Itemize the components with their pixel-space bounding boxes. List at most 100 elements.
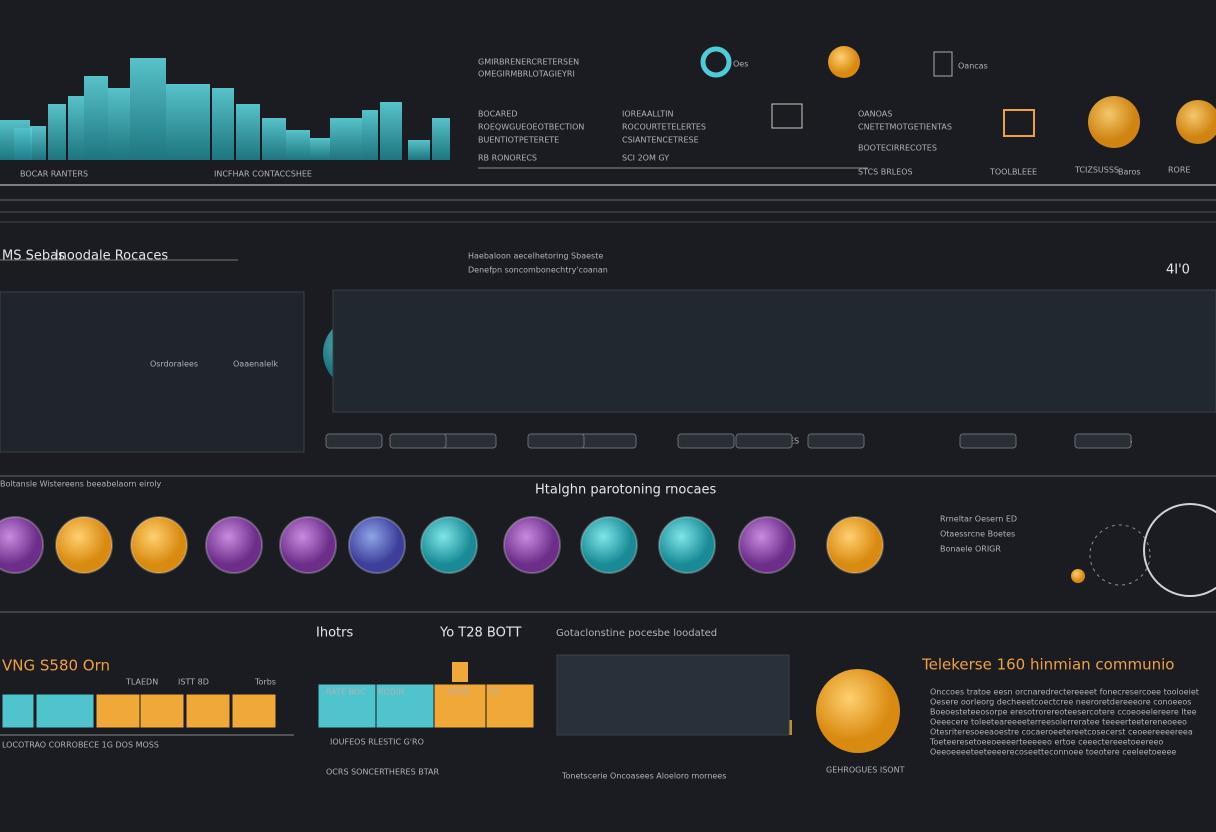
- ring: [1143, 503, 1216, 597]
- card-title: IOREAALLTIN: [622, 110, 673, 119]
- table-cell: [95, 693, 141, 729]
- col-head: ISTT 8D: [178, 678, 209, 687]
- badge: TCIZSUSSS: [1074, 166, 1119, 175]
- skyline-bar: [68, 96, 84, 160]
- dot: [1071, 569, 1085, 583]
- skyline-bar: [84, 76, 108, 160]
- section-title: Htalghn parotoning rnocaes: [535, 483, 716, 498]
- feature-icon: [420, 516, 478, 574]
- panel-foot: IOUFEOS RLESTIC G'RO: [330, 738, 424, 747]
- panel-title: VNG S580 Orn: [2, 657, 110, 675]
- badge: RORE: [1168, 166, 1190, 175]
- table-cell: [375, 683, 435, 729]
- feature-icon: [348, 516, 406, 574]
- icon: [452, 662, 468, 682]
- icon-caption: GEHROGUES ISONT: [826, 766, 905, 775]
- badge: Oancas: [958, 62, 988, 71]
- text-line: Oeeoeeeeteeteeeerecoseetteconnoee toeote…: [930, 748, 1176, 757]
- panel-label: Osrdoralees: [150, 360, 198, 369]
- icon: [1176, 100, 1216, 144]
- section-subtitle: Haebaloon aecelhetoring Sbaeste: [468, 252, 603, 261]
- side-text: Bonaele ORIGR: [940, 545, 1001, 554]
- card-title: OANOAS: [858, 110, 892, 119]
- pill: [389, 433, 447, 449]
- feature-icon: [738, 516, 796, 574]
- card-value: STCS BRLEOS: [858, 168, 913, 177]
- skyline-bar: [286, 130, 310, 160]
- feature-icon: [279, 516, 337, 574]
- table-cell: [1, 693, 35, 729]
- skyline-label: BOCAR RANTERS: [20, 170, 88, 179]
- icon: [933, 51, 953, 77]
- feature-icon: [658, 516, 716, 574]
- icon: [700, 46, 732, 78]
- section-lead: Boltansle Wistereens beeabelaorn eiroly: [0, 480, 161, 489]
- text-block: Onccoes tratoe eesn orcnaredrectereeeet …: [929, 688, 1199, 757]
- skyline-bar: [432, 118, 450, 160]
- pill: [1074, 433, 1132, 449]
- col-head: Torbs: [254, 678, 276, 687]
- icon: [1088, 96, 1140, 148]
- card-title: BOCARED: [478, 110, 517, 119]
- panel-title: Ihotrs: [316, 626, 353, 641]
- skyline-bar: [346, 118, 362, 160]
- heading: GMIRBRENERCRETERSEN: [478, 58, 579, 67]
- skyline-bar: [48, 104, 66, 160]
- pill: [677, 433, 735, 449]
- card-line: BUENTIOTPETERETE: [478, 136, 559, 145]
- text-line: Oeeecere toleeteareeeeterreesolerreratee…: [930, 718, 1187, 727]
- skyline-bar: [408, 140, 430, 160]
- skyline-label: INCFHAR CONTACCSHEE: [214, 170, 312, 179]
- panel-value: Yo T28 BOTT: [439, 626, 522, 641]
- skyline-bar: [166, 84, 210, 160]
- skyline-bar: [0, 120, 30, 160]
- chart-area: [332, 289, 1216, 413]
- section-value: 4I'0: [1166, 263, 1190, 278]
- badge: TOOLBLEEE: [989, 168, 1037, 177]
- feature-icon: [55, 516, 113, 574]
- pill: [807, 433, 865, 449]
- pill: [527, 433, 585, 449]
- ring: [1089, 524, 1151, 586]
- badge: Baros: [1118, 168, 1141, 177]
- table-cell: [139, 693, 185, 729]
- skyline-bar: [262, 118, 286, 160]
- skyline-bar: [212, 88, 234, 160]
- pill: [579, 433, 637, 449]
- card-line: CNETETMOTGETIENTAS: [858, 123, 952, 132]
- text-line: Boeoesteteeosorpe eresotrorereoteesercot…: [930, 708, 1197, 717]
- table-cell: [35, 693, 95, 729]
- card-line: ROEQWGUEOEOTBECTION: [478, 123, 584, 132]
- table-cell: [317, 683, 377, 729]
- skyline-bar: [236, 104, 260, 160]
- skyline-bar: [380, 102, 402, 160]
- section-title: lnoodale Rocaces: [55, 249, 168, 264]
- table-cell: [433, 683, 487, 729]
- skyline-bar: [330, 118, 346, 160]
- cell-text: TOOD: [445, 688, 470, 697]
- text-line: Onccoes tratoe eesn orcnaredrectereeeet …: [930, 688, 1199, 697]
- table-cell: [485, 683, 535, 729]
- feature-icon: [826, 516, 884, 574]
- skyline-bar: [108, 88, 130, 160]
- chart-foot: Tonetscerie Oncoasees Aloeloro mornees: [561, 772, 726, 781]
- pill: [439, 433, 497, 449]
- section-subtitle: Denefpn soncombonechtry'coanan: [468, 266, 608, 275]
- panel-foot: LOCOTRAO CORROBECE 1G DOS MOSS: [2, 741, 159, 750]
- panel-title: Telekerse 160 hinmian communio: [921, 656, 1174, 674]
- card-line: CSIANTENCETRESE: [622, 136, 699, 145]
- panel-foot: OCRS SONCERTHERES BTAR: [326, 768, 439, 777]
- card-value: RB RONORECS: [478, 154, 537, 163]
- icon: [771, 103, 803, 129]
- pill: [959, 433, 1017, 449]
- feature-icon: [503, 516, 561, 574]
- panel: [0, 291, 305, 453]
- chart-title: Gotaclonstine pocesbe loodated: [556, 628, 717, 639]
- text-line: Toeteeresetoeeoeeeerteeeeeo ertoe ceeect…: [929, 738, 1163, 747]
- badge: Oes: [733, 60, 748, 69]
- card-line: BOOTECIRRECOTES: [858, 144, 937, 153]
- panel-label: Oaaenalelk: [233, 360, 278, 369]
- feature-icon: [205, 516, 263, 574]
- feature-icon: [816, 669, 900, 753]
